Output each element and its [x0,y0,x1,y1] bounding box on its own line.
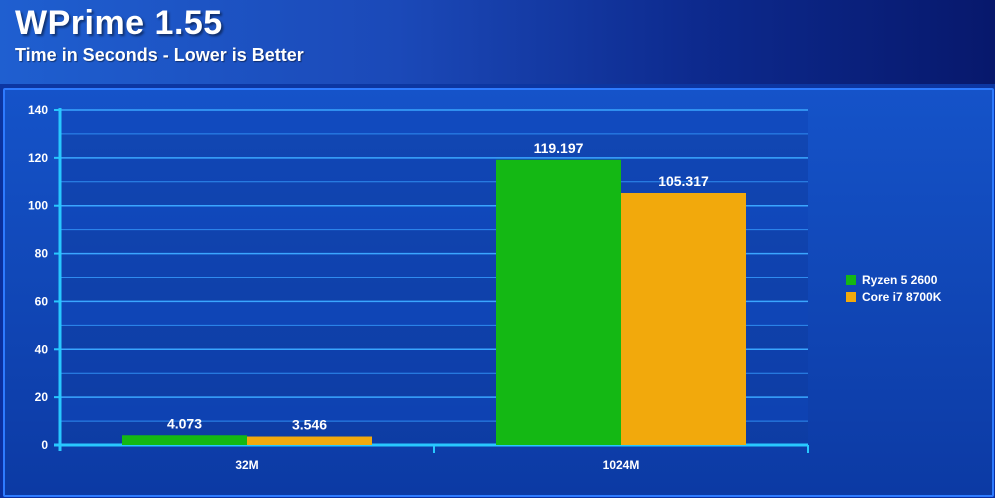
chart-subtitle: Time in Seconds - Lower is Better [15,45,304,65]
bar-ryzen-32M [122,435,247,445]
chart-header: WPrime 1.55 Time in Seconds - Lower is B… [0,0,995,84]
y-tick-label: 40 [35,342,49,356]
x-tick-label: 32M [235,458,258,472]
data-label: 119.197 [534,140,584,156]
legend-item-ryzen: Ryzen 5 2600 [846,271,941,288]
y-tick-label: 20 [35,390,49,404]
chart-title: WPrime 1.55 [15,4,223,42]
bar-intel-32M [247,436,372,445]
y-tick-label: 60 [35,294,49,308]
legend-label-ryzen: Ryzen 5 2600 [862,272,938,287]
bar-ryzen-1024M [496,159,621,445]
chart-legend: Ryzen 5 2600 Core i7 8700K [846,271,941,305]
y-tick-label: 80 [35,247,49,261]
legend-item-intel: Core i7 8700K [846,288,941,305]
data-label: 3.546 [292,417,327,433]
plot-band [60,133,808,158]
x-tick-label: 1024M [603,458,640,472]
y-tick-label: 0 [41,438,48,452]
y-tick-label: 120 [28,151,48,165]
bar-intel-1024M [621,192,746,445]
legend-swatch-intel [846,291,856,302]
data-label: 4.073 [167,415,202,431]
legend-label-intel: Core i7 8700K [862,289,942,304]
y-tick-label: 100 [28,199,48,213]
plot-band [60,110,808,134]
legend-swatch-ryzen [846,274,856,285]
data-label: 105.317 [658,173,709,189]
y-tick-label: 140 [28,103,48,117]
